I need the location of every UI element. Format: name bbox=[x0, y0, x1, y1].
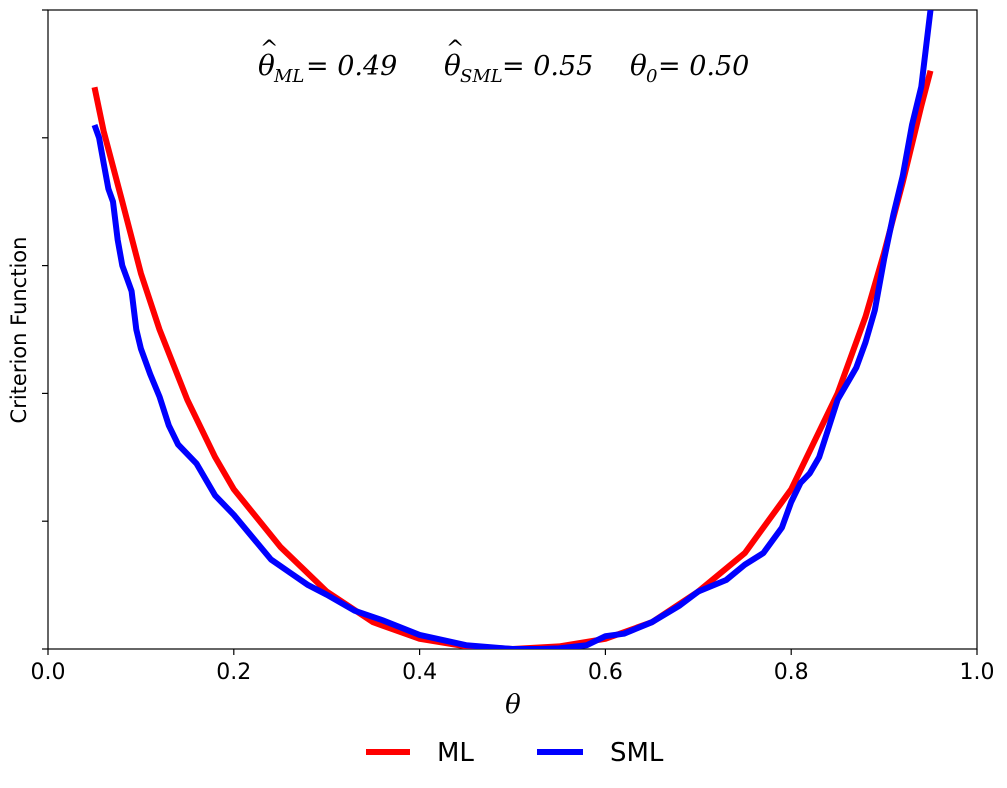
series-line-sml bbox=[91, 10, 934, 649]
annotation-theta-0: θ 0 = 0.50 bbox=[630, 49, 749, 87]
annotation-theta-ml: θ ^ ML = 0.49 bbox=[258, 37, 397, 87]
theta-ml-hat: ^ bbox=[260, 37, 278, 62]
theta-sml-symbol: θ bbox=[444, 49, 461, 82]
y-ticks bbox=[42, 9, 48, 650]
x-tick-label: 0.0 bbox=[31, 660, 66, 685]
theta-0-symbol: θ bbox=[630, 49, 647, 82]
y-axis-title: Criterion Function bbox=[7, 237, 31, 424]
legend: ML SML bbox=[366, 738, 664, 768]
theta-0-value: = 0.50 bbox=[658, 51, 749, 82]
theta-ml-symbol: θ bbox=[258, 49, 275, 82]
annotation-theta-sml: θ ^ SML = 0.55 bbox=[444, 37, 593, 87]
theta-0-subscript: 0 bbox=[646, 66, 657, 87]
theta-sml-hat: ^ bbox=[446, 37, 464, 62]
theta-ml-subscript: ML bbox=[273, 66, 304, 87]
x-tick-label: 0.2 bbox=[216, 660, 251, 685]
series-layer bbox=[91, 10, 934, 649]
x-ticks: 0.0 0.2 0.4 0.6 0.8 1.0 bbox=[31, 649, 995, 685]
x-axis-title: θ bbox=[505, 690, 521, 720]
plot-frame bbox=[47, 9, 978, 650]
legend-sml-label: SML bbox=[610, 738, 664, 768]
theta-sml-subscript: SML bbox=[460, 66, 503, 87]
x-tick-label: 0.8 bbox=[774, 660, 809, 685]
x-tick-label: 1.0 bbox=[960, 660, 995, 685]
series-line-ml bbox=[91, 69, 934, 649]
x-tick-label: 0.6 bbox=[588, 660, 623, 685]
theta-ml-value: = 0.49 bbox=[306, 51, 397, 82]
x-tick-label: 0.4 bbox=[402, 660, 437, 685]
theta-sml-value: = 0.55 bbox=[502, 51, 593, 82]
legend-ml-label: ML bbox=[437, 738, 474, 768]
